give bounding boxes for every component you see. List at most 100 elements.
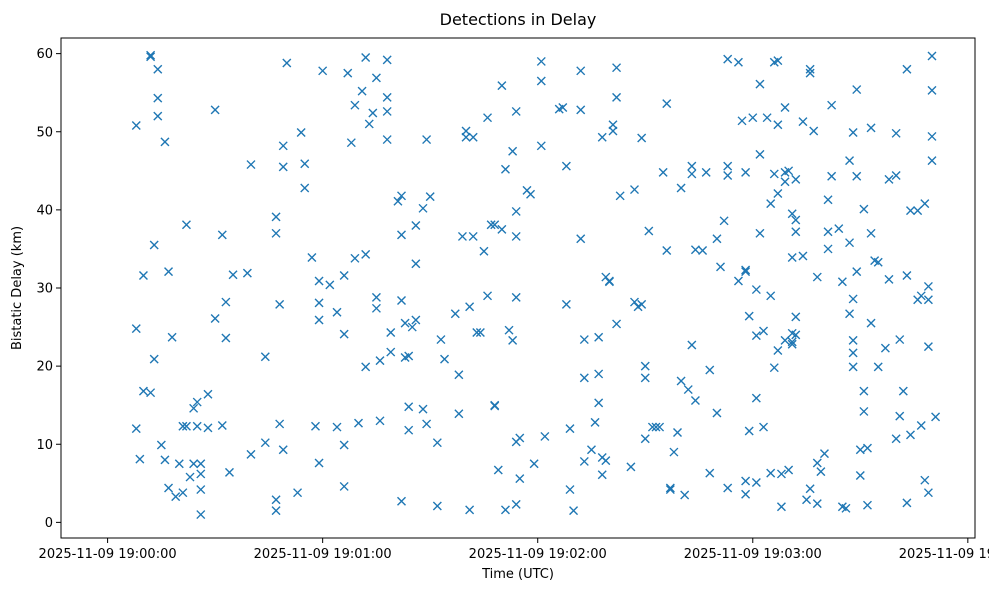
data-point-240 xyxy=(741,265,751,275)
data-point-213 xyxy=(665,485,675,495)
data-point-196 xyxy=(626,462,636,472)
data-point-43 xyxy=(224,467,234,477)
data-point-114 xyxy=(418,203,428,213)
data-point-167 xyxy=(561,161,571,171)
data-point-209 xyxy=(658,167,668,177)
x-tick-label: 2025-11-09 19:01:00 xyxy=(254,547,392,562)
data-point-264 xyxy=(773,56,783,66)
data-point-48 xyxy=(260,352,270,362)
data-point-341 xyxy=(902,271,912,280)
data-point-155 xyxy=(511,499,521,509)
data-point-122 xyxy=(440,354,450,364)
data-point-20 xyxy=(171,492,181,502)
data-point-63 xyxy=(300,183,310,193)
data-point-204 xyxy=(640,434,650,444)
data-point-124 xyxy=(454,409,464,419)
data-point-169 xyxy=(565,424,575,434)
data-point-19 xyxy=(167,332,177,342)
data-point-228 xyxy=(705,365,715,375)
data-point-205 xyxy=(644,226,654,236)
data-point-10 xyxy=(138,271,148,280)
x-axis-ticks: 2025-11-09 19:00:00 2025-11-09 19:01:00 20… xyxy=(39,538,989,562)
data-point-197 xyxy=(629,185,639,195)
y-tick-label: 0 xyxy=(45,516,53,531)
data-point-42 xyxy=(221,297,231,307)
data-point-116 xyxy=(422,135,432,145)
data-point-214 xyxy=(669,447,679,457)
data-point-280 xyxy=(787,253,797,263)
data-point-287 xyxy=(798,251,808,261)
data-point-258 xyxy=(766,199,776,209)
data-point-61 xyxy=(296,128,306,138)
data-point-332 xyxy=(884,274,894,284)
data-point-358 xyxy=(927,156,937,166)
data-point-246 xyxy=(744,426,754,436)
data-point-174 xyxy=(576,234,586,244)
data-point-95 xyxy=(382,92,392,102)
data-point-275 xyxy=(784,166,794,176)
data-point-340 xyxy=(902,64,912,74)
data-point-220 xyxy=(687,169,697,179)
data-point-297 xyxy=(819,449,829,459)
data-point-16 xyxy=(160,455,170,465)
data-point-118 xyxy=(425,192,435,202)
data-point-40 xyxy=(217,421,227,430)
data-point-39 xyxy=(217,230,227,240)
data-point-143 xyxy=(497,81,507,91)
data-point-245 xyxy=(744,311,754,321)
data-point-314 xyxy=(848,348,858,358)
data-point-14 xyxy=(149,354,159,364)
data-point-97 xyxy=(382,135,392,145)
data-point-317 xyxy=(852,267,862,277)
data-point-326 xyxy=(866,318,876,328)
data-point-147 xyxy=(504,325,514,335)
data-point-313 xyxy=(848,362,858,372)
data-point-7 xyxy=(131,324,141,334)
data-point-73 xyxy=(332,422,342,432)
data-point-308 xyxy=(845,238,855,248)
data-point-66 xyxy=(314,276,324,286)
y-tick-label: 40 xyxy=(36,203,53,218)
data-point-278 xyxy=(787,339,797,349)
data-point-107 xyxy=(404,402,414,412)
data-point-235 xyxy=(723,171,733,180)
data-point-208 xyxy=(655,422,665,432)
x-tick-label: 2025-11-09 19:02:00 xyxy=(469,547,607,562)
data-point-110 xyxy=(407,322,417,332)
data-point-211 xyxy=(662,246,672,255)
data-point-244 xyxy=(741,489,751,499)
data-point-255 xyxy=(759,326,769,336)
data-point-310 xyxy=(848,128,858,138)
data-point-324 xyxy=(862,443,872,453)
data-point-87 xyxy=(364,119,374,129)
data-point-31 xyxy=(196,459,206,469)
data-point-342 xyxy=(902,498,912,508)
data-point-238 xyxy=(733,276,743,286)
data-point-138 xyxy=(486,220,496,230)
data-point-6 xyxy=(131,121,141,130)
data-point-37 xyxy=(210,105,220,115)
y-tick-label: 10 xyxy=(36,438,53,453)
data-point-336 xyxy=(891,434,901,444)
data-point-259 xyxy=(766,291,776,301)
data-point-273 xyxy=(780,335,790,345)
data-point-350 xyxy=(920,199,930,209)
data-point-135 xyxy=(479,246,489,256)
plot-area-frame xyxy=(60,37,976,539)
data-point-298 xyxy=(823,195,833,205)
data-point-28 xyxy=(189,403,199,413)
data-point-299 xyxy=(823,244,833,254)
data-point-347 xyxy=(916,291,926,301)
data-point-149 xyxy=(508,146,518,156)
data-point-356 xyxy=(927,85,937,95)
data-point-88 xyxy=(368,108,378,118)
data-point-215 xyxy=(673,428,682,438)
data-point-113 xyxy=(411,315,421,325)
data-point-91 xyxy=(371,303,381,313)
data-point-239 xyxy=(737,116,747,126)
data-point-189 xyxy=(604,277,614,287)
data-point-282 xyxy=(791,227,801,237)
data-point-187 xyxy=(601,456,611,466)
data-point-307 xyxy=(845,156,855,166)
data-point-231 xyxy=(716,262,726,272)
